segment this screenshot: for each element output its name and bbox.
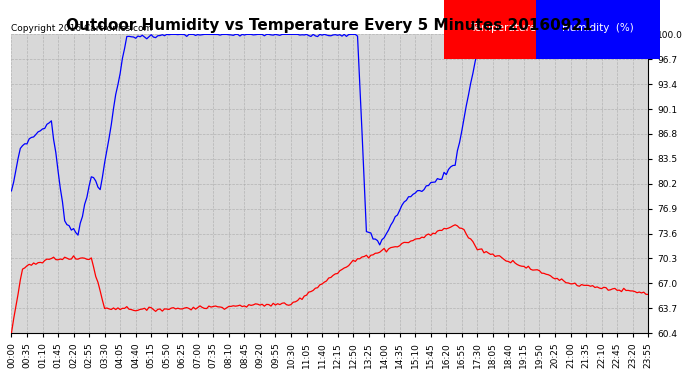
Text: Temperature (°F): Temperature (°F): [470, 23, 558, 33]
Title: Outdoor Humidity vs Temperature Every 5 Minutes 20160921: Outdoor Humidity vs Temperature Every 5 …: [66, 18, 593, 33]
Text: Humidity  (%): Humidity (%): [562, 23, 634, 33]
Text: Copyright 2016 Cartronics.com: Copyright 2016 Cartronics.com: [12, 24, 152, 33]
